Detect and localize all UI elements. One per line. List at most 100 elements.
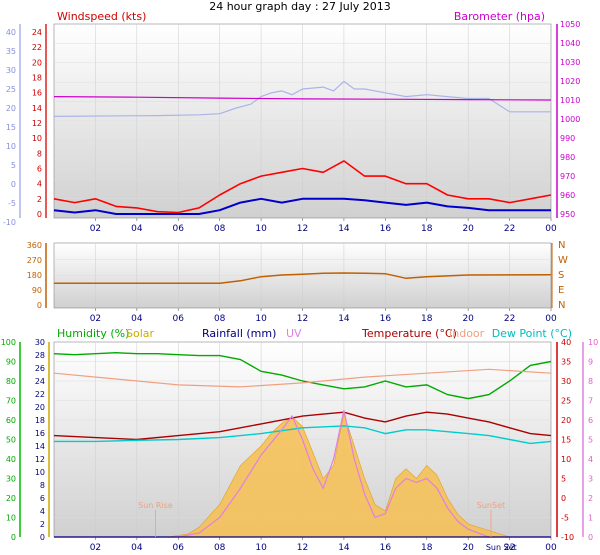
wind-inner-ytick-label: 4 [37, 180, 42, 189]
uv-ytick-label: 5 [588, 436, 593, 445]
wind-inner-ytick-label: 0 [37, 210, 42, 219]
sunset-axis-label: Sun Set [486, 543, 517, 552]
direction-left-ytick-label: 90 [32, 286, 42, 295]
baro-ytick-label: 1040 [560, 39, 580, 48]
wind-panel-ticks: 02 04 06 08 10 12 14 16 18 20 22 004035302520151050… [3, 20, 580, 234]
uv-ytick-label: 10 [588, 338, 598, 347]
solar-ytick-label: 16 [35, 429, 45, 438]
series-wind-gust [53, 160, 552, 214]
temp-right-ytick-label: -10 [561, 533, 574, 542]
wind-outer-ytick-label: 5 [11, 161, 16, 170]
direction-right-ytick-label: N [558, 300, 565, 311]
wind-xtick-label: 04 [131, 224, 143, 234]
humidity-ytick-label: 40 [6, 455, 16, 464]
temp-xtick-label: 22 [504, 543, 515, 553]
wind-outer-ytick-label: 35 [6, 47, 16, 56]
direction-right-ytick-label: N [558, 240, 565, 251]
indoor-label: Indoor [449, 327, 485, 340]
temperature-label: Temperature (°C) [361, 327, 457, 340]
uv-ytick-label: 9 [588, 358, 593, 367]
solar-ytick-label: 26 [35, 364, 45, 373]
series-temperature [53, 411, 552, 441]
wind-xtick-label: 14 [338, 224, 350, 234]
rainfall-label: Rainfall (mm) [202, 327, 276, 340]
temp-xtick-label: 18 [421, 543, 433, 553]
temperature-panel-series [53, 351, 552, 538]
series-humidity [53, 351, 552, 400]
temp-right-ytick-label: -5 [561, 514, 569, 523]
temp-right-ytick-label: 20 [561, 416, 571, 425]
wind-outer-ytick-label: -10 [3, 218, 16, 227]
wind-xtick-label: 10 [255, 224, 267, 234]
solar-ytick-label: 28 [35, 351, 45, 360]
direction-left-ytick-label: 180 [27, 271, 42, 280]
wind-inner-ytick-label: 22 [32, 43, 42, 52]
barometer-label: Barometer (hpa) [454, 10, 545, 23]
uv-ytick-label: 1 [588, 514, 593, 523]
temp-right-ytick-label: 35 [561, 358, 571, 367]
wind-outer-ytick-label: 20 [6, 104, 16, 113]
humidity-label: Humidity (%) [57, 327, 129, 340]
solar-ytick-label: 24 [35, 377, 45, 386]
humidity-ytick-label: 50 [6, 436, 16, 445]
direction-left-ytick-label: 0 [37, 301, 42, 310]
wind-outer-ytick-label: 0 [11, 180, 16, 189]
temperature-panel-annotations: Sun Rise SunSet Sun Set [138, 501, 517, 552]
wind-outer-ytick-label: -5 [8, 199, 16, 208]
uv-ytick-label: 4 [588, 455, 593, 464]
baro-ytick-label: 970 [560, 172, 575, 181]
humidity-ytick-label: 60 [6, 416, 16, 425]
temp-xtick-label: 10 [255, 543, 267, 553]
wind-inner-ytick-label: 2 [37, 195, 42, 204]
humidity-ytick-label: 0 [11, 533, 16, 542]
temp-right-ytick-label: 5 [561, 475, 566, 484]
baro-ytick-label: 1000 [560, 115, 580, 124]
direction-right-ytick-label: S [558, 270, 564, 281]
temp-xtick-label: 02 [90, 543, 101, 553]
temp-right-ytick-label: 10 [561, 455, 571, 464]
series-dew-point [54, 425, 552, 445]
wind-xtick-label: 06 [173, 224, 185, 234]
temp-xtick-label: 00 [545, 543, 557, 553]
baro-ytick-label: 1050 [560, 20, 580, 29]
series-uv [54, 410, 551, 538]
wind-xtick-label: 22 [504, 224, 515, 234]
humidity-ytick-label: 30 [6, 475, 16, 484]
temp-xtick-label: 14 [338, 543, 350, 553]
baro-ytick-label: 1030 [560, 58, 580, 67]
solar-ytick-label: 2 [40, 520, 45, 529]
baro-ytick-label: 990 [560, 134, 575, 143]
windspeed-label: Windspeed (kts) [57, 10, 146, 23]
series-indoor [53, 368, 552, 388]
uv-ytick-label: 6 [588, 416, 593, 425]
series-wind-avg [53, 197, 551, 215]
direction-right-ytick-label: W [558, 255, 568, 266]
uv-ytick-label: 8 [588, 377, 593, 386]
sunrise-label: Sun Rise [138, 501, 173, 510]
sunset-label: SunSet [477, 501, 505, 510]
direction-xtick-label: 04 [131, 314, 143, 324]
temp-right-ytick-label: 25 [561, 397, 571, 406]
wind-outer-ytick-label: 15 [6, 123, 16, 132]
uv-ytick-label: 7 [588, 397, 593, 406]
direction-panel-series [54, 272, 552, 285]
humidity-ytick-label: 100 [1, 338, 16, 347]
temp-right-ytick-label: 15 [561, 436, 571, 445]
wind-xtick-label: 18 [421, 224, 433, 234]
solar-ytick-label: 10 [35, 468, 45, 477]
wind-xtick-label: 02 [90, 224, 101, 234]
solar-ytick-label: 22 [35, 390, 45, 399]
temp-xtick-label: 04 [131, 543, 143, 553]
uv-ytick-label: 3 [588, 475, 593, 484]
wind-outer-ytick-label: 40 [6, 28, 16, 37]
temp-right-ytick-label: 30 [561, 377, 571, 386]
wind-inner-ytick-label: 24 [32, 28, 42, 37]
direction-xtick-label: 12 [297, 314, 308, 324]
wind-xtick-label: 00 [545, 224, 557, 234]
direction-xtick-label: 06 [173, 314, 185, 324]
wind-inner-ytick-label: 8 [37, 149, 42, 158]
direction-panel-ticks: 02 04 06 08 10 12 14 16 18 20 22 00360270180900NWSE… [27, 240, 568, 324]
wind-xtick-label: 12 [297, 224, 308, 234]
